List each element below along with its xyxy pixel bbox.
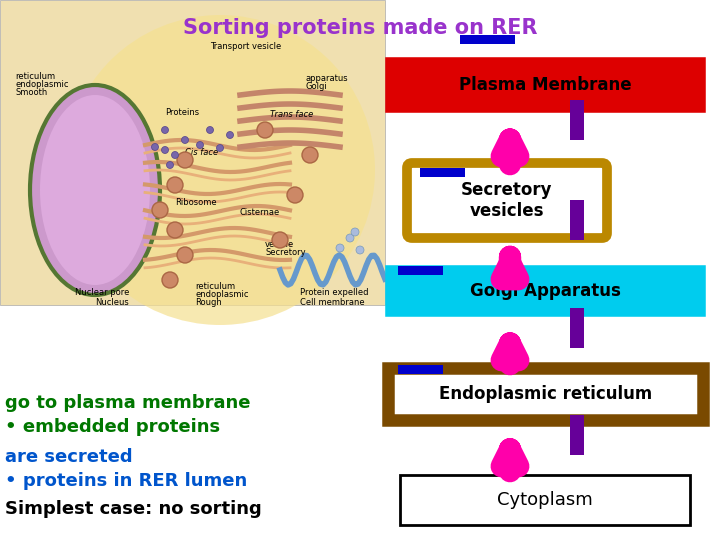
Circle shape bbox=[167, 177, 183, 193]
Circle shape bbox=[167, 222, 183, 238]
Bar bbox=[570, 415, 584, 455]
Circle shape bbox=[166, 161, 174, 168]
Circle shape bbox=[272, 232, 288, 248]
Ellipse shape bbox=[40, 95, 150, 285]
Text: Cytoplasm: Cytoplasm bbox=[497, 491, 593, 509]
Text: Golgi Apparatus: Golgi Apparatus bbox=[470, 282, 621, 300]
Circle shape bbox=[217, 145, 223, 152]
Text: Proteins: Proteins bbox=[165, 108, 199, 117]
Text: go to plasma membrane: go to plasma membrane bbox=[5, 394, 251, 412]
Circle shape bbox=[177, 247, 193, 263]
Text: Ribosome: Ribosome bbox=[175, 198, 217, 207]
Text: Cisternae: Cisternae bbox=[240, 208, 280, 217]
Text: endoplasmic: endoplasmic bbox=[15, 80, 68, 89]
Circle shape bbox=[227, 132, 233, 138]
Circle shape bbox=[171, 152, 179, 159]
Bar bbox=[388, 268, 703, 314]
Text: Secretory
vesicles: Secretory vesicles bbox=[462, 181, 553, 220]
FancyBboxPatch shape bbox=[407, 163, 607, 238]
Circle shape bbox=[161, 126, 168, 133]
Text: Plasma Membrane: Plasma Membrane bbox=[459, 76, 632, 94]
Bar bbox=[388, 368, 703, 420]
Bar bbox=[420, 168, 465, 177]
Text: • proteins in RER lumen: • proteins in RER lumen bbox=[5, 472, 247, 490]
Circle shape bbox=[197, 141, 204, 149]
Bar bbox=[400, 475, 690, 525]
Text: Transport vesicle: Transport vesicle bbox=[210, 42, 282, 51]
Circle shape bbox=[346, 234, 354, 242]
Text: Endoplasmic reticulum: Endoplasmic reticulum bbox=[439, 385, 652, 403]
Text: Cis face: Cis face bbox=[185, 148, 218, 157]
Bar bbox=[0, 0, 385, 305]
Ellipse shape bbox=[30, 85, 160, 295]
Circle shape bbox=[177, 152, 193, 168]
Text: Nucleus: Nucleus bbox=[95, 298, 129, 307]
Text: Trans face: Trans face bbox=[270, 110, 313, 119]
Text: endoplasmic: endoplasmic bbox=[195, 290, 248, 299]
Bar bbox=[570, 100, 584, 140]
Text: Golgi: Golgi bbox=[305, 82, 327, 91]
Ellipse shape bbox=[65, 15, 375, 325]
Bar bbox=[398, 266, 443, 275]
Text: Protein expelled: Protein expelled bbox=[300, 288, 369, 297]
Bar bbox=[570, 308, 584, 348]
Circle shape bbox=[287, 187, 303, 203]
Text: Simplest case: no sorting: Simplest case: no sorting bbox=[5, 500, 262, 518]
Bar bbox=[570, 200, 584, 240]
Circle shape bbox=[351, 228, 359, 236]
Circle shape bbox=[336, 244, 344, 252]
Circle shape bbox=[302, 147, 318, 163]
Text: reticulum: reticulum bbox=[15, 72, 55, 81]
Circle shape bbox=[356, 246, 364, 254]
Text: • embedded proteins: • embedded proteins bbox=[5, 418, 220, 436]
Circle shape bbox=[181, 137, 189, 144]
Circle shape bbox=[257, 122, 273, 138]
Text: reticulum: reticulum bbox=[195, 282, 235, 291]
Text: Smooth: Smooth bbox=[15, 88, 48, 97]
Text: vesicle: vesicle bbox=[265, 240, 294, 249]
Text: Rough: Rough bbox=[195, 298, 222, 307]
Bar bbox=[388, 60, 703, 110]
Text: are secreted: are secreted bbox=[5, 448, 132, 466]
Text: Secretory: Secretory bbox=[265, 248, 305, 257]
Circle shape bbox=[152, 202, 168, 218]
Bar bbox=[460, 35, 515, 44]
Circle shape bbox=[151, 144, 158, 151]
Text: Cell membrane: Cell membrane bbox=[300, 298, 364, 307]
Circle shape bbox=[161, 146, 168, 153]
Circle shape bbox=[162, 272, 178, 288]
Circle shape bbox=[207, 126, 214, 133]
Bar bbox=[398, 365, 443, 374]
Text: Sorting proteins made on RER: Sorting proteins made on RER bbox=[183, 18, 537, 38]
Text: apparatus: apparatus bbox=[305, 74, 348, 83]
Text: Nuclear pore: Nuclear pore bbox=[75, 288, 130, 297]
